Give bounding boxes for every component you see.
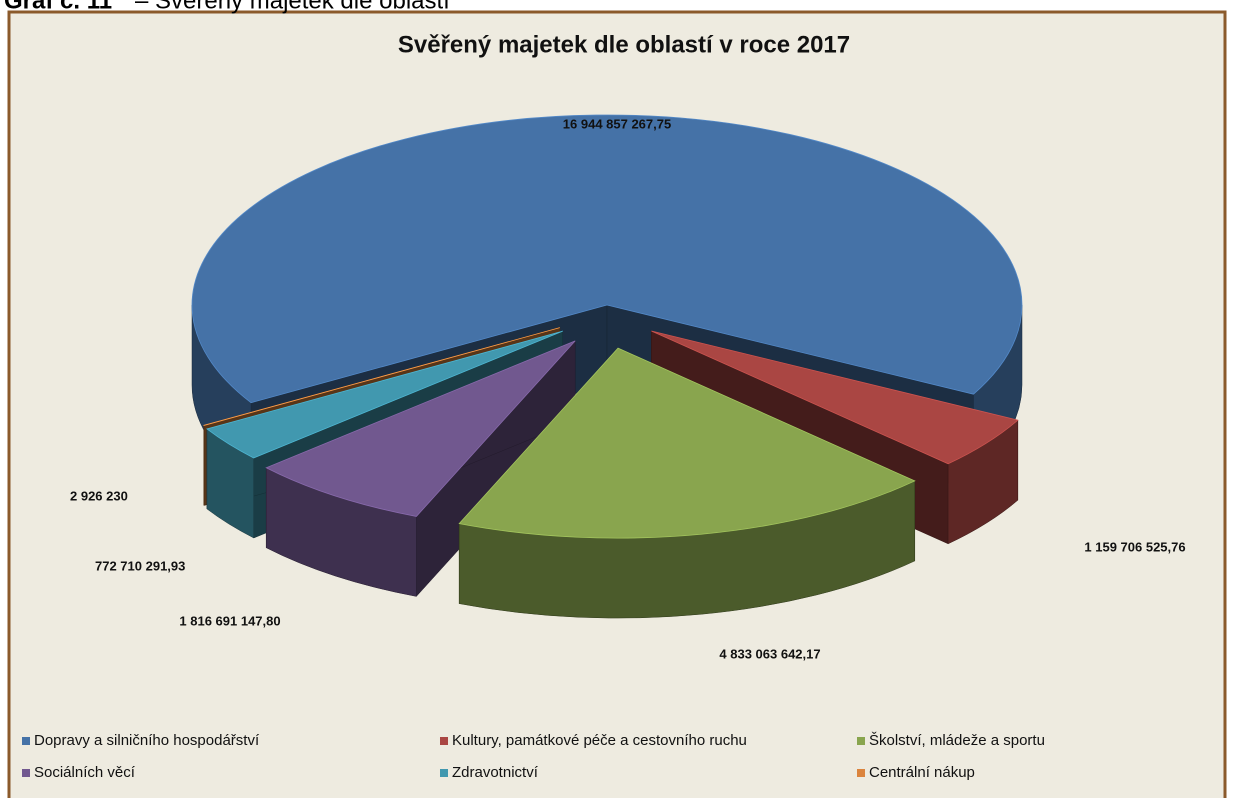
legend-swatch [22, 769, 30, 777]
legend-label: Dopravy a silničního hospodářství [34, 732, 260, 749]
data-label: 2 926 230 [70, 488, 128, 503]
legend-swatch [857, 737, 865, 745]
pie [192, 115, 1022, 618]
chart-title: Svěřený majetek dle oblastí v roce 2017 [398, 31, 850, 58]
legend-label: Zdravotnictví [452, 764, 539, 781]
data-label: 1 159 706 525,76 [1084, 539, 1185, 554]
data-label: 16 944 857 267,75 [563, 116, 671, 131]
data-label: 4 833 063 642,17 [719, 646, 820, 661]
figure-label: Graf č. 11 [4, 0, 112, 14]
legend-swatch [440, 769, 448, 777]
legend-swatch [440, 737, 448, 745]
figure-caption: – Svěřený majetek dle oblastí [135, 0, 450, 14]
data-label: 1 816 691 147,80 [179, 613, 280, 628]
legend-label: Školství, mládeže a sportu [869, 732, 1045, 749]
data-label: 772 710 291,93 [95, 558, 185, 573]
legend-label: Centrální nákup [869, 764, 975, 781]
legend-label: Sociálních věcí [34, 764, 136, 781]
legend-swatch [857, 769, 865, 777]
legend-label: Kultury, památkové péče a cestovního ruc… [452, 732, 747, 749]
legend-swatch [22, 737, 30, 745]
